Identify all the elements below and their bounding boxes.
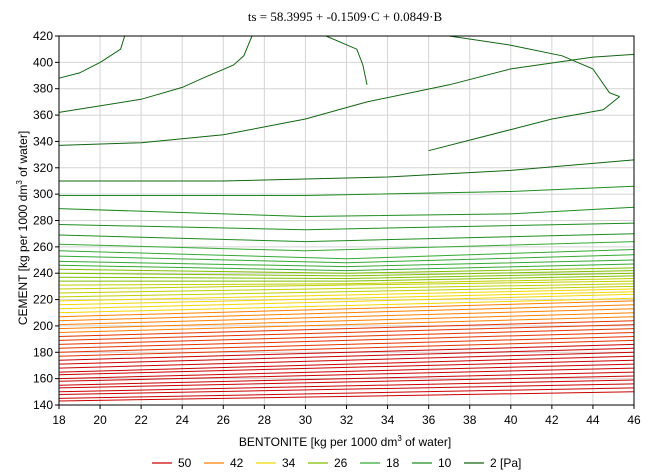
contour-line: [59, 185, 635, 196]
contour-line: [58, 312, 635, 330]
contour-line: [58, 35, 253, 113]
legend-label: 42: [230, 456, 244, 470]
contour-line: [59, 159, 635, 182]
y-tick-label: 160: [33, 372, 53, 386]
contour-line: [58, 206, 635, 218]
contour-line: [58, 371, 635, 386]
x-tick-label: 40: [504, 413, 518, 427]
contour-line: [58, 272, 635, 280]
y-tick-label: 180: [33, 345, 53, 359]
contour-line: [58, 387, 635, 399]
y-tick-label: 400: [33, 55, 53, 69]
contour-line: [449, 35, 620, 98]
contour-line: [58, 351, 635, 369]
legend-label: 34: [282, 456, 296, 470]
contour-line: [58, 383, 635, 395]
contour-line: [58, 291, 635, 306]
contour-line: [58, 297, 635, 314]
x-tick-label: 34: [381, 413, 395, 427]
y-axis-label: CEMENT [kg per 1000 dm3 of water]: [15, 131, 30, 325]
contour-line: [58, 288, 635, 302]
contour-line: [58, 280, 635, 290]
y-tick-label: 280: [33, 214, 53, 228]
contour-line: [58, 283, 635, 294]
contour-line: [58, 285, 635, 298]
contour-line: [58, 391, 635, 402]
y-tick-label: 140: [33, 398, 53, 412]
legend-label: 10: [438, 456, 452, 470]
contour-line: [58, 249, 635, 260]
x-tick-label: 24: [176, 413, 190, 427]
contour-line: [59, 275, 635, 282]
x-tick-label: 26: [217, 413, 231, 427]
contour-line: [58, 363, 635, 380]
y-tick-label: 200: [33, 319, 53, 333]
y-tick-label: 220: [33, 293, 53, 307]
contour-line: [58, 259, 635, 268]
x-tick-label: 38: [463, 413, 477, 427]
y-tick-label: 380: [33, 82, 53, 96]
contour-line: [58, 270, 635, 277]
y-tick-label: 300: [33, 187, 53, 201]
contour-line: [58, 316, 635, 333]
contour-line: [58, 332, 635, 349]
contour-line: [58, 241, 635, 252]
legend-label: 18: [386, 456, 400, 470]
x-tick-label: 30: [299, 413, 313, 427]
contour-line: [58, 233, 635, 243]
contour-line: [58, 328, 635, 345]
contour-line: [58, 267, 635, 274]
chart-title: ts = 58.3995 + -0.1509·C + 0.0849·B: [248, 9, 443, 24]
legend-label: 26: [334, 456, 348, 470]
contour-line: [58, 278, 635, 286]
contour-line: [58, 347, 635, 365]
x-tick-label: 36: [422, 413, 436, 427]
contour-line: [58, 379, 635, 393]
legend-label: 2 [Pa]: [490, 456, 521, 470]
contour-line: [325, 35, 368, 85]
x-tick-label: 18: [52, 413, 66, 427]
x-tick-label: 22: [134, 413, 148, 427]
contour-line: [58, 293, 635, 310]
contour-line: [58, 308, 635, 326]
contour-line: [58, 343, 635, 361]
x-tick-label: 28: [258, 413, 272, 427]
x-tick-label: 32: [340, 413, 354, 427]
contour-line: [58, 336, 635, 353]
contour-line: [58, 320, 635, 337]
contour-lines: [58, 35, 635, 402]
contour-line: [58, 355, 635, 373]
legend: 50 42 34 26 18 10 2 [Pa]: [152, 456, 521, 470]
contour-line: [58, 304, 635, 322]
x-tick-label: 42: [545, 413, 559, 427]
y-tick-label: 360: [33, 108, 53, 122]
contour-line: [58, 35, 126, 79]
contour-line: [58, 359, 635, 376]
contour-line: [58, 324, 635, 341]
contour-line: [58, 367, 635, 382]
y-axis-ticks: 140 160 180 200 220 240 260 280 300 320 340 360 380 4…: [33, 29, 59, 412]
x-tick-label: 44: [586, 413, 600, 427]
legend-label: 50: [178, 456, 192, 470]
contour-line: [58, 375, 635, 389]
y-tick-label: 240: [33, 266, 53, 280]
contour-line: [58, 263, 635, 272]
contour-line: [58, 222, 635, 231]
y-tick-label: 340: [33, 134, 53, 148]
contour-line: [428, 96, 620, 152]
x-axis-ticks: 18 20 22 24 26 28 30 32 34 36 38 40 42 44 46: [52, 405, 641, 427]
x-tick-label: 20: [93, 413, 107, 427]
y-tick-label: 420: [33, 29, 53, 43]
x-axis-label: BENTONITE [kg per 1000 dm3 of water]: [239, 434, 451, 449]
contour-line: [58, 339, 635, 357]
x-tick-label: 46: [627, 413, 641, 427]
contour-line: [58, 53, 635, 146]
contour-line: [58, 300, 635, 318]
y-tick-label: 260: [33, 240, 53, 254]
contour-line: [58, 254, 635, 264]
y-tick-label: 320: [33, 161, 53, 175]
